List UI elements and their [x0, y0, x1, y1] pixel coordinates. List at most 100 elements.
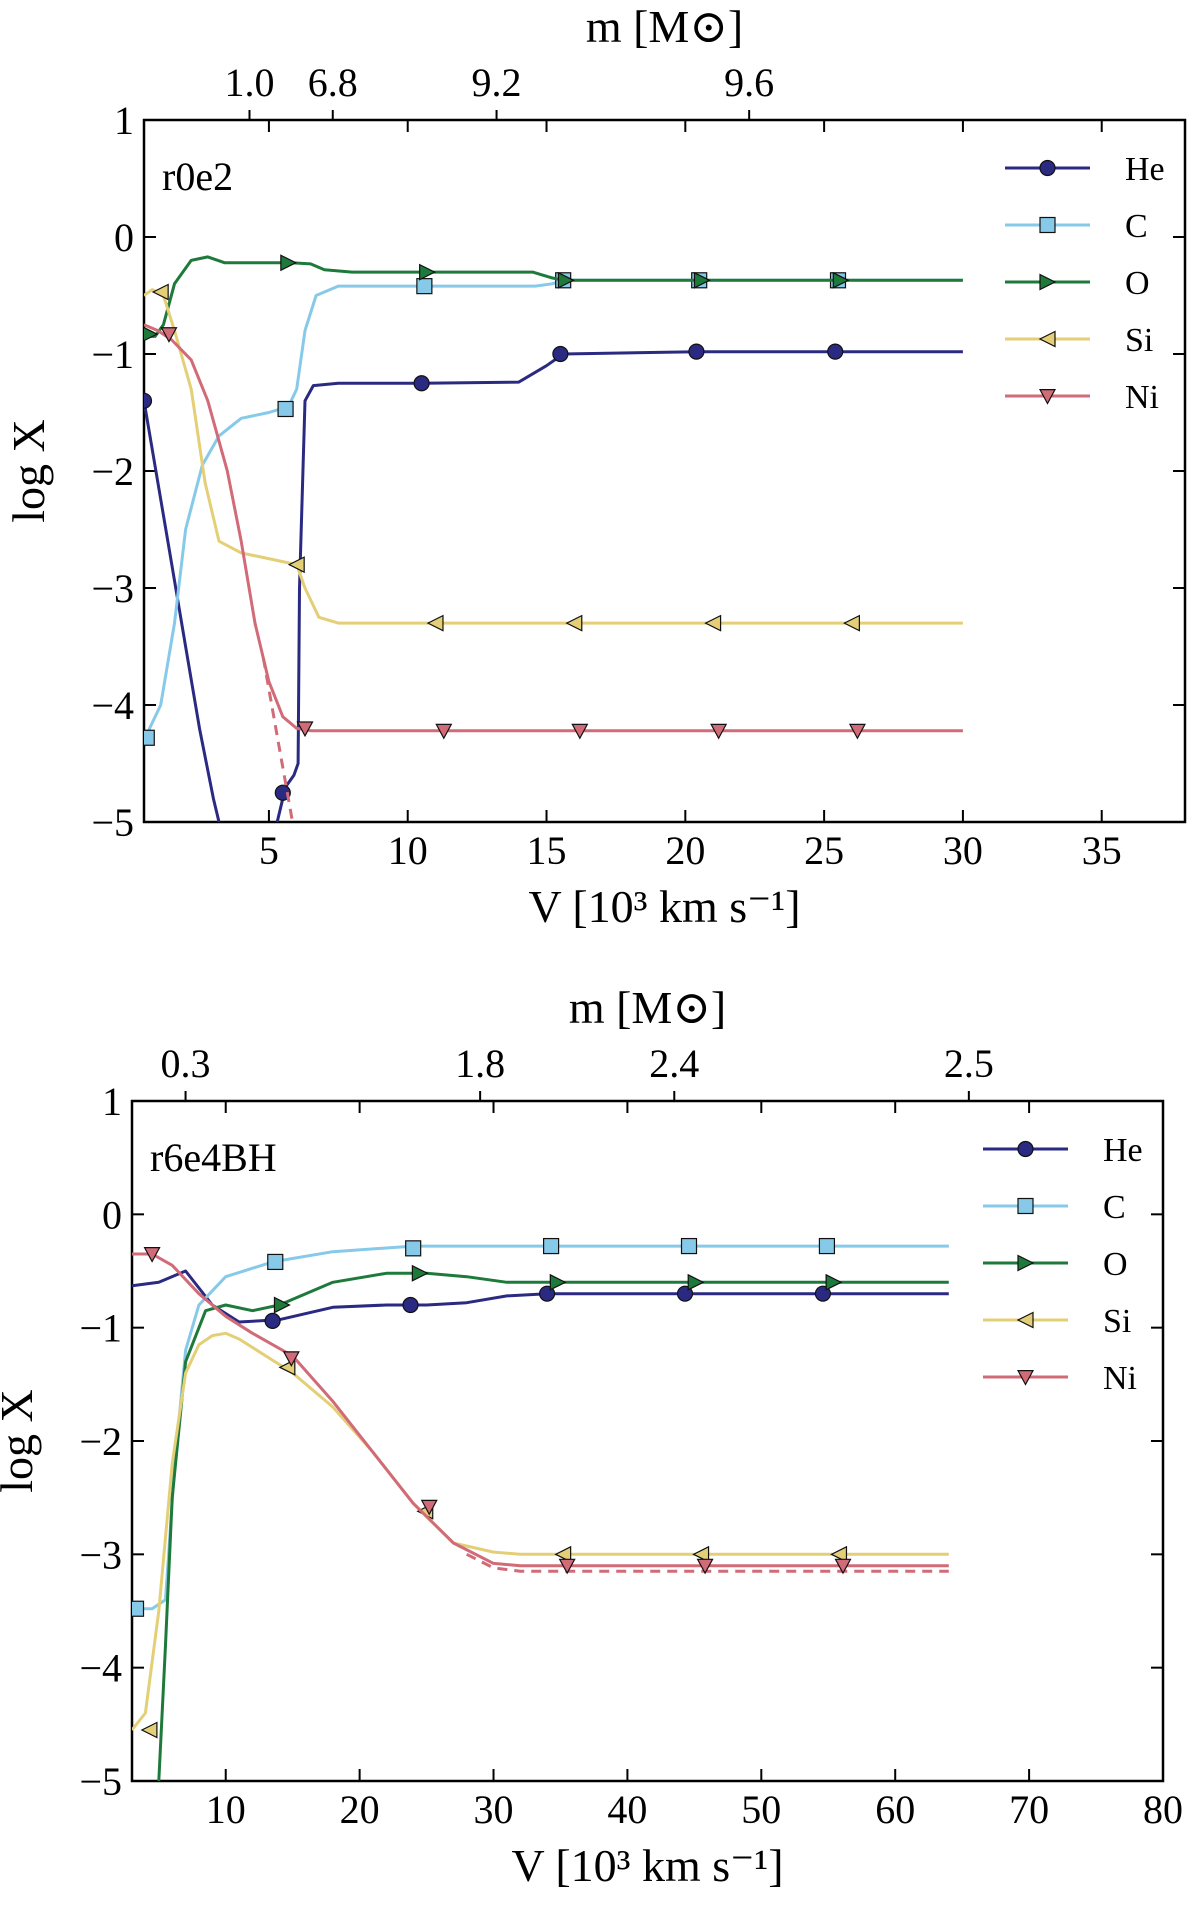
x-axis-title: V [10³ km s⁻¹] — [511, 1840, 783, 1891]
series-line-o — [157, 1271, 949, 1781]
data-point-he — [827, 343, 844, 360]
x-tick-label: 20 — [340, 1787, 380, 1832]
data-point-o — [273, 1296, 291, 1314]
y-axis-title: log X — [0, 1389, 42, 1493]
x-tick-label: 40 — [607, 1787, 647, 1832]
y-tick-label: −2 — [79, 1419, 122, 1464]
y-tick-label: −1 — [91, 332, 134, 377]
data-point-c — [267, 1253, 284, 1271]
data-point-he — [264, 1312, 281, 1329]
top-tick-label: 1.8 — [455, 1041, 505, 1086]
y-tick-label: −3 — [91, 566, 134, 611]
legend-marker-c — [1017, 1197, 1034, 1215]
data-point-o — [280, 254, 298, 272]
series-line-he — [132, 1269, 949, 1324]
data-point-c — [416, 278, 433, 295]
x-tick-label: 15 — [527, 828, 567, 873]
x-tick-label: 5 — [259, 828, 279, 873]
legend: He CO Si Ni — [983, 1132, 1143, 1397]
legend-marker-o — [1039, 273, 1057, 291]
x-tick-label: 70 — [1009, 1787, 1049, 1832]
legend-label-he: He — [1125, 151, 1165, 188]
top-axis-title: m [M⊙] — [586, 1, 743, 52]
data-point-o — [419, 263, 436, 281]
data-point-c — [542, 1237, 560, 1255]
panel-label: r0e2 — [162, 154, 233, 199]
legend-marker-he — [1017, 1140, 1034, 1158]
y-axis-title: log X — [3, 419, 54, 523]
series-line-c — [132, 1244, 949, 1611]
data-point-ni — [420, 1499, 438, 1516]
data-point-si — [554, 1545, 572, 1563]
panel-label: r6e4BH — [150, 1135, 277, 1180]
data-point-ni — [696, 1558, 714, 1575]
legend-label-c: C — [1103, 1189, 1126, 1226]
legend-marker-ni — [1016, 1370, 1035, 1386]
data-point-he — [413, 375, 430, 392]
x-tick-label: 60 — [875, 1787, 915, 1832]
legend-label-si: Si — [1125, 322, 1153, 359]
x-axis-title: V [10³ km s⁻¹] — [528, 881, 800, 932]
data-point-c — [277, 400, 294, 418]
top-tick-label: 1.0 — [224, 60, 274, 105]
plot-frame — [130, 1099, 1165, 1783]
y-tick-label: 1 — [102, 1079, 122, 1124]
x-tick-label: 35 — [1082, 828, 1122, 873]
legend-marker-si — [1016, 1311, 1034, 1329]
data-point-o — [411, 1264, 429, 1282]
data-point-si — [426, 614, 444, 632]
data-point-ni — [834, 1558, 852, 1575]
series-line-o — [144, 255, 963, 338]
data-point-ni — [435, 723, 453, 740]
legend-marker-he — [1039, 159, 1056, 177]
legend-label-o: O — [1103, 1246, 1128, 1283]
data-point-ni — [143, 1247, 161, 1263]
data-point-c — [144, 729, 155, 746]
y-tick-label: −3 — [79, 1532, 122, 1577]
x-tick-label: 30 — [943, 828, 983, 873]
data-point-he — [144, 392, 153, 409]
data-point-o — [825, 1273, 843, 1291]
x-tick-label: 80 — [1143, 1787, 1183, 1832]
x-tick-label: 25 — [804, 828, 844, 873]
y-tick-label: 0 — [102, 1192, 122, 1237]
legend-label-he: He — [1103, 1132, 1143, 1169]
y-tick-label: −4 — [91, 683, 134, 728]
data-point-ni — [282, 1351, 300, 1368]
data-point-ni — [296, 721, 314, 738]
data-point-ni — [571, 723, 589, 740]
legend-marker-si — [1038, 330, 1056, 348]
legend-label-ni: Ni — [1125, 379, 1159, 416]
data-point-si — [830, 1545, 848, 1563]
legend-label-c: C — [1125, 208, 1148, 245]
top-tick-label: 9.2 — [472, 60, 522, 105]
x-tick-label: 10 — [206, 1787, 246, 1832]
y-tick-label: 0 — [114, 215, 134, 260]
data-point-o — [693, 271, 711, 289]
legend-label-o: O — [1125, 265, 1150, 302]
y-tick-label: −1 — [79, 1306, 122, 1351]
data-point-c — [680, 1237, 698, 1255]
data-point-c — [405, 1240, 422, 1257]
data-point-si — [704, 614, 722, 632]
legend-marker-ni — [1038, 389, 1057, 405]
data-point-si — [565, 614, 583, 632]
data-point-o — [549, 1273, 567, 1291]
top-tick-label: 0.3 — [161, 1041, 211, 1086]
data-point-si — [140, 1721, 158, 1739]
plot-area — [144, 254, 963, 822]
x-tick-label: 10 — [388, 828, 428, 873]
data-point-si — [692, 1545, 710, 1563]
top-tick-label: 2.4 — [649, 1041, 699, 1086]
x-tick-label: 30 — [474, 1787, 514, 1832]
x-tick-label: 20 — [665, 828, 705, 873]
y-tick-label: −5 — [91, 800, 134, 845]
legend-label-si: Si — [1103, 1303, 1131, 1340]
series-line-ni — [144, 323, 963, 733]
top-axis-title: m [M⊙] — [569, 982, 726, 1033]
data-point-ni — [558, 1558, 576, 1575]
top-tick-label: 9.6 — [724, 60, 774, 105]
